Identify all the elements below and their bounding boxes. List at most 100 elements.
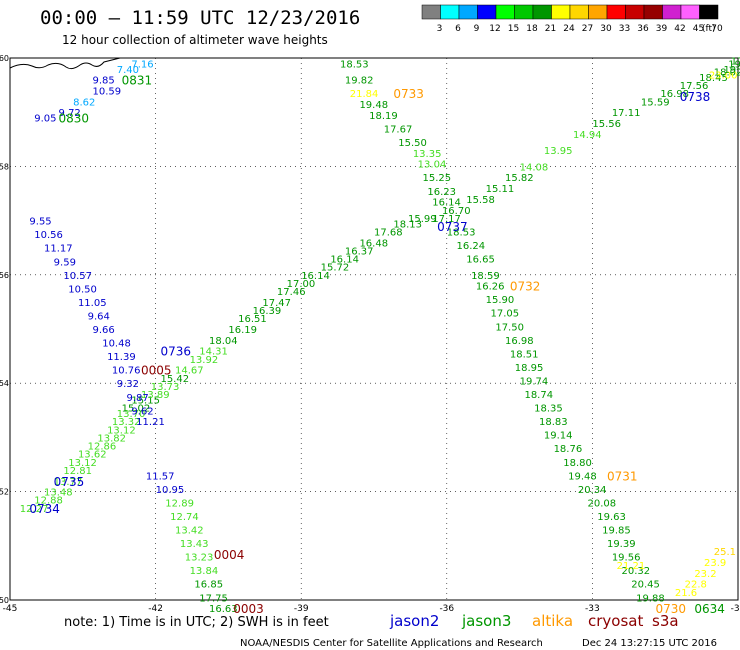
wave-height-label: 18.35 xyxy=(534,404,563,415)
wave-height-label: 7.40 xyxy=(117,65,139,76)
satellite-legend: jason2 jason3 altika cryosat s3a xyxy=(389,612,679,630)
track-0733: 0733 xyxy=(393,87,424,101)
wave-height-label: 21.84 xyxy=(350,89,379,100)
wave-height-label: 11.21 xyxy=(136,417,165,428)
wave-height-label: 25.1 xyxy=(714,547,736,558)
color-scale-swatch xyxy=(643,4,663,20)
color-scale-label: 6 xyxy=(455,24,461,34)
wave-height-label: 10.76 xyxy=(112,366,141,377)
color-scale-swatch xyxy=(569,4,589,20)
footer-note: note: 1) Time is in UTC; 2) SWH is in fe… xyxy=(64,615,329,630)
wave-height-label: 16.85 xyxy=(194,580,223,591)
wave-height-label: 16.39 xyxy=(253,306,282,317)
wave-height-label: 16.14 xyxy=(301,271,330,282)
footer-credit: NOAA/NESDIS Center for Satellite Applica… xyxy=(240,638,543,649)
color-scale-label: 30 xyxy=(600,24,612,34)
wave-height-label: 18.76 xyxy=(554,444,583,455)
latitude-tick-label: 60 xyxy=(0,54,9,63)
wave-height-label: 10.50 xyxy=(68,284,97,295)
wave-height-label: 8.62 xyxy=(73,97,95,108)
pass-time-label: 0738 xyxy=(680,90,711,104)
wave-height-label: 15.72 xyxy=(321,263,350,274)
longitude-tick-label: -30 xyxy=(731,604,740,614)
track-0735: 9.55 10.56 11.17 9.59 10.57 10.50 11.05 9.64 9.6… xyxy=(29,217,184,496)
pass-time-label: 0734 xyxy=(29,502,60,516)
pass-time-label: 0732 xyxy=(510,280,541,294)
color-scale-label: 42 xyxy=(674,24,685,34)
wave-height-label: 9.05 xyxy=(34,114,56,125)
wave-height-label: 13.70 xyxy=(117,409,146,420)
wave-height-label: 12.74 xyxy=(170,512,199,523)
color-scale-label: 27 xyxy=(582,24,593,34)
track-0003: 0003 xyxy=(233,602,264,616)
longitude-tick-label: -39 xyxy=(294,604,309,614)
wave-height-label: 16.37 xyxy=(345,246,374,257)
wave-height-label: 13.23 xyxy=(185,553,214,564)
wave-height-label: 18.45 xyxy=(699,73,728,84)
wave-height-label: 20.08 xyxy=(588,498,617,509)
wave-height-label: 11.17 xyxy=(44,244,73,255)
wave-height-label: 20.45 xyxy=(631,580,660,591)
color-scale-swatch xyxy=(606,4,626,20)
wave-height-label: 13.84 xyxy=(190,566,219,577)
wave-height-label: 15.50 xyxy=(398,138,427,149)
color-scale-unit: (ft) xyxy=(702,24,716,34)
wave-height-label: 7.16 xyxy=(131,59,153,70)
track-0830: 0830 xyxy=(59,112,90,126)
wave-height-label: 13.62 xyxy=(78,450,107,461)
longitude-tick-label: -36 xyxy=(439,604,454,614)
wave-height-label: 15.15 xyxy=(131,395,160,406)
color-scale-label: 39 xyxy=(656,24,668,34)
wave-height-label: 21.6 xyxy=(675,588,697,599)
pass-time-label: 0005 xyxy=(141,364,172,378)
latitude-tick-label: 54 xyxy=(0,379,9,388)
wave-height-label: 13.73 xyxy=(151,382,180,393)
wave-height-label: 23.9 xyxy=(704,558,726,569)
wave-height-label: 15.59 xyxy=(641,97,670,108)
wave-height-label: 12.86 xyxy=(88,442,117,453)
color-scale-label: 15 xyxy=(508,24,519,34)
wave-height-label: 20.32 xyxy=(622,566,651,577)
wave-height-label: 19.39 xyxy=(607,539,636,550)
wave-height-label: 13.43 xyxy=(180,539,209,550)
pass-time-label: 0003 xyxy=(233,602,264,616)
pass-time-label: 0634 xyxy=(694,602,725,616)
track-0734: 0734 xyxy=(29,502,60,516)
wave-height-label: 17.53 xyxy=(731,57,740,68)
track-0732: 0732 xyxy=(510,280,541,294)
pass-time-label: 0004 xyxy=(214,548,245,562)
wave-height-label: 18.83 xyxy=(539,417,568,428)
wave-height-label: 18.74 xyxy=(524,390,553,401)
wave-height-label: 13.82 xyxy=(97,433,126,444)
wave-height-label: 11.05 xyxy=(78,298,107,309)
wave-height-label: 16.14 xyxy=(330,255,359,266)
wave-height-label: 18.19 xyxy=(369,111,398,122)
wave-height-label: 19.56 xyxy=(612,553,641,564)
wave-height-label: 16.51 xyxy=(238,314,267,325)
wave-height-label: 18.51 xyxy=(510,349,539,360)
wave-height-label: 12.27 xyxy=(20,504,49,515)
wave-height-label: 15.42 xyxy=(160,374,189,385)
wave-height-label: 17.47 xyxy=(262,298,291,309)
wave-height-label: 19.14 xyxy=(544,431,573,442)
pass-time-label: 0733 xyxy=(393,87,424,101)
latitude-tick-label: 52 xyxy=(0,488,9,497)
wave-height-label: 17.56 xyxy=(680,81,709,92)
wave-height-label: 23.2 xyxy=(694,569,716,580)
wave-height-label: 15.99 xyxy=(408,214,437,225)
color-scale-label: 21 xyxy=(545,24,556,34)
track-0738: 0738 xyxy=(680,90,711,104)
wave-height-label: 10.56 xyxy=(34,230,63,241)
latitude-tick-label: 56 xyxy=(0,271,9,280)
track-0731: 0731 xyxy=(607,469,638,483)
wave-height-label: 12.81 xyxy=(63,466,92,477)
wave-height-label: 15.11 xyxy=(486,184,515,195)
longitude-tick-label: -33 xyxy=(585,604,600,614)
wave-height-label: 21.21 xyxy=(617,561,646,572)
wave-height-label: 23.00 xyxy=(709,70,738,81)
wave-height-label: 18.95 xyxy=(515,363,544,374)
wave-height-label: 19.73 xyxy=(723,65,740,76)
wave-height-label: 22.8 xyxy=(685,580,707,591)
